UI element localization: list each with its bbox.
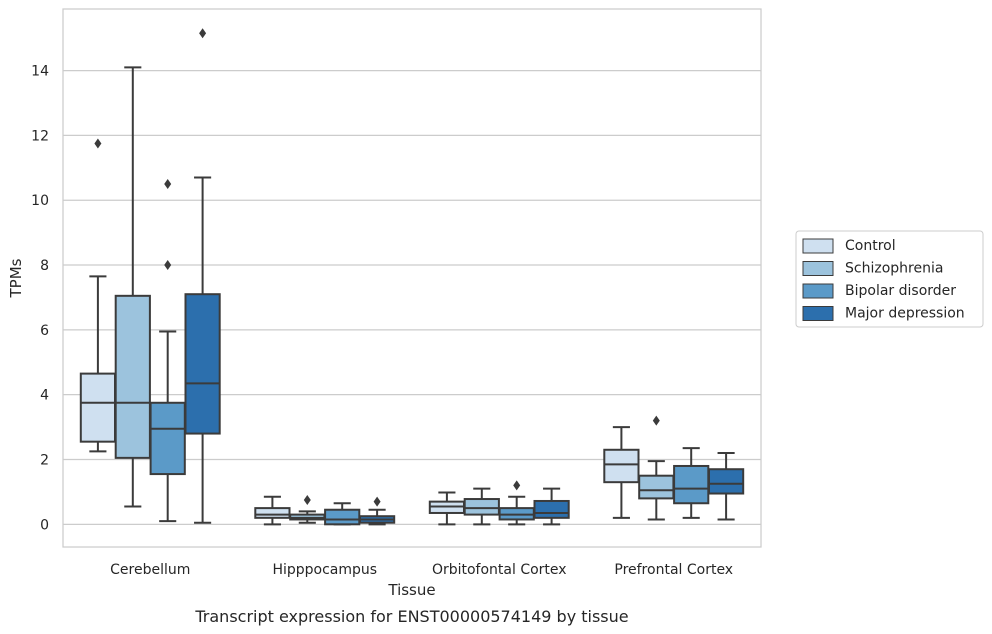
box-3-0 xyxy=(603,426,640,519)
legend-swatch xyxy=(802,306,834,321)
box-body xyxy=(184,293,221,435)
outlier-marker xyxy=(513,480,521,491)
box-body xyxy=(149,401,186,476)
y-tick-label: 10 xyxy=(31,193,49,209)
box-0-3 xyxy=(184,28,221,524)
box-body xyxy=(324,508,361,526)
legend-label: Major depression xyxy=(845,306,965,322)
y-tick-label: 0 xyxy=(40,517,49,533)
y-tick-label: 12 xyxy=(31,128,49,144)
legend-swatch xyxy=(802,261,834,276)
legend: Control Schizophrenia Bipolar disorder Majo… xyxy=(795,230,984,328)
box-body xyxy=(79,372,117,443)
legend-label: Bipolar disorder xyxy=(845,283,956,299)
y-tick-label: 2 xyxy=(40,452,49,468)
legend-swatch xyxy=(802,283,834,299)
box-body xyxy=(533,499,570,519)
figure-caption: Transcript expression for ENST0000057414… xyxy=(194,607,628,626)
plot-frame xyxy=(62,8,762,548)
y-tick-label: 6 xyxy=(40,323,49,339)
box-body xyxy=(463,498,500,516)
x-tick-labels: Cerebellum Hipppocampus Orbitofontal Corte… xyxy=(110,562,733,578)
x-tick-label: Orbitofontal Cortex xyxy=(432,562,567,578)
box-3-2 xyxy=(673,447,710,519)
x-axis-label: Tissue xyxy=(387,581,435,599)
x-tick-label: Hipppocampus xyxy=(272,562,377,578)
box-body xyxy=(673,464,710,505)
box-body xyxy=(254,507,291,519)
box-0-0 xyxy=(79,138,117,453)
legend-label: Schizophrenia xyxy=(845,261,943,277)
y-tick-label: 8 xyxy=(40,258,49,274)
x-tick-label: Prefrontal Cortex xyxy=(614,562,733,578)
legend-frame xyxy=(795,230,984,328)
box-2-3 xyxy=(533,487,570,526)
y-axis-label: TPMs xyxy=(7,258,25,298)
box-0-2 xyxy=(149,179,186,523)
outlier-marker xyxy=(303,495,311,506)
outlier-marker xyxy=(373,496,381,507)
box-body xyxy=(638,474,675,500)
box-1-0 xyxy=(254,495,291,526)
y-tick-label: 4 xyxy=(40,388,49,404)
y-tick-label: 14 xyxy=(31,64,49,80)
outlier-marker xyxy=(164,179,172,190)
box-body xyxy=(707,468,745,495)
x-tick-label: Cerebellum xyxy=(110,562,190,578)
box-body xyxy=(114,294,151,459)
box-2-1 xyxy=(463,487,500,526)
y-tick-labels: 0 2 4 6 8 10 12 14 xyxy=(31,64,49,534)
outlier-marker xyxy=(199,28,207,39)
box-body xyxy=(603,448,640,484)
outlier-marker xyxy=(164,260,172,271)
box-0-1 xyxy=(114,66,151,508)
legend-label: Control xyxy=(845,238,896,254)
legend-swatch xyxy=(802,238,834,254)
box-3-1 xyxy=(638,415,675,521)
box-1-1 xyxy=(289,495,326,524)
outlier-marker xyxy=(94,138,102,149)
box-plots xyxy=(79,28,745,526)
outlier-marker xyxy=(652,415,660,426)
box-3-3 xyxy=(707,452,745,521)
box-1-3 xyxy=(358,496,396,526)
